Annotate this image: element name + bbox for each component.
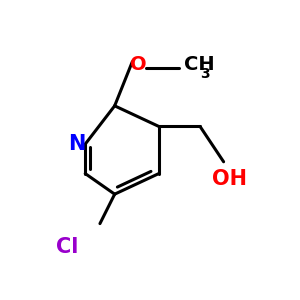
- Text: CH: CH: [184, 55, 214, 74]
- Text: O: O: [130, 55, 146, 74]
- Text: OH: OH: [212, 169, 247, 189]
- Text: Cl: Cl: [56, 237, 79, 257]
- Text: N: N: [68, 134, 85, 154]
- Text: 3: 3: [200, 67, 210, 81]
